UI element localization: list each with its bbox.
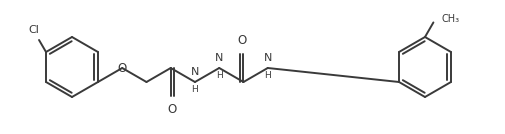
Text: N: N (264, 53, 272, 63)
Text: O: O (238, 34, 247, 47)
Text: O: O (167, 103, 176, 116)
Text: O: O (118, 62, 127, 75)
Text: H: H (264, 71, 271, 80)
Text: Cl: Cl (29, 25, 39, 35)
Text: N: N (215, 53, 223, 63)
Text: H: H (216, 71, 223, 80)
Text: H: H (191, 85, 198, 94)
Text: N: N (191, 67, 199, 77)
Text: CH₃: CH₃ (441, 14, 460, 24)
